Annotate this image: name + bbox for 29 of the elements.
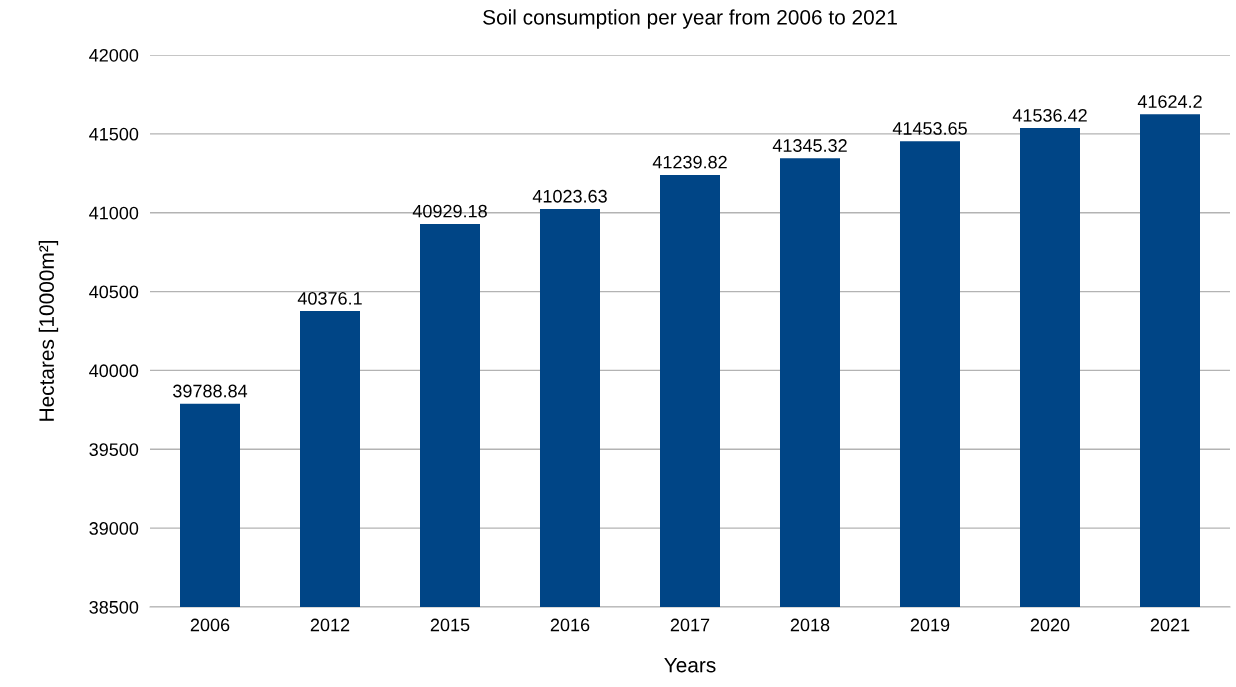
- chart-title: Soil consumption per year from 2006 to 2021: [483, 9, 897, 29]
- x-axis-title: Years: [664, 657, 716, 673]
- x-tick-label: 2017: [670, 618, 710, 632]
- x-tick-label: 2018: [790, 618, 830, 632]
- y-tick-label: 38500: [89, 600, 139, 614]
- x-tick-label: 2020: [1030, 618, 1070, 632]
- data-label: 40376.1: [297, 291, 362, 305]
- data-label: 39788.84: [173, 384, 248, 398]
- data-label: 41624.2: [1137, 95, 1202, 108]
- y-tick-label: 40500: [89, 285, 139, 299]
- data-label: 41239.82: [652, 155, 727, 169]
- y-tick-label: 40000: [89, 364, 139, 378]
- x-tick-label: 2006: [190, 618, 230, 632]
- x-tick-label: 2021: [1150, 618, 1190, 632]
- x-tick-label: 2015: [430, 618, 470, 632]
- y-axis-title: Hectares [10000m²]: [38, 241, 59, 421]
- x-tick-label: 2016: [550, 618, 590, 632]
- y-tick-label: 39500: [89, 443, 139, 457]
- y-tick-label: 41000: [89, 206, 139, 220]
- data-label: 41453.65: [892, 122, 967, 135]
- data-label: 41345.32: [772, 139, 847, 152]
- y-tick-label: 41500: [89, 127, 139, 141]
- data-label: 40929.18: [412, 204, 487, 218]
- data-label: 41536.42: [1012, 108, 1087, 122]
- x-tick-label: 2012: [310, 618, 350, 632]
- x-tick-label: 2019: [910, 618, 950, 632]
- y-tick-label: 42000: [89, 48, 139, 62]
- data-label: 41023.63: [532, 189, 607, 203]
- y-tick-label: 39000: [89, 522, 139, 535]
